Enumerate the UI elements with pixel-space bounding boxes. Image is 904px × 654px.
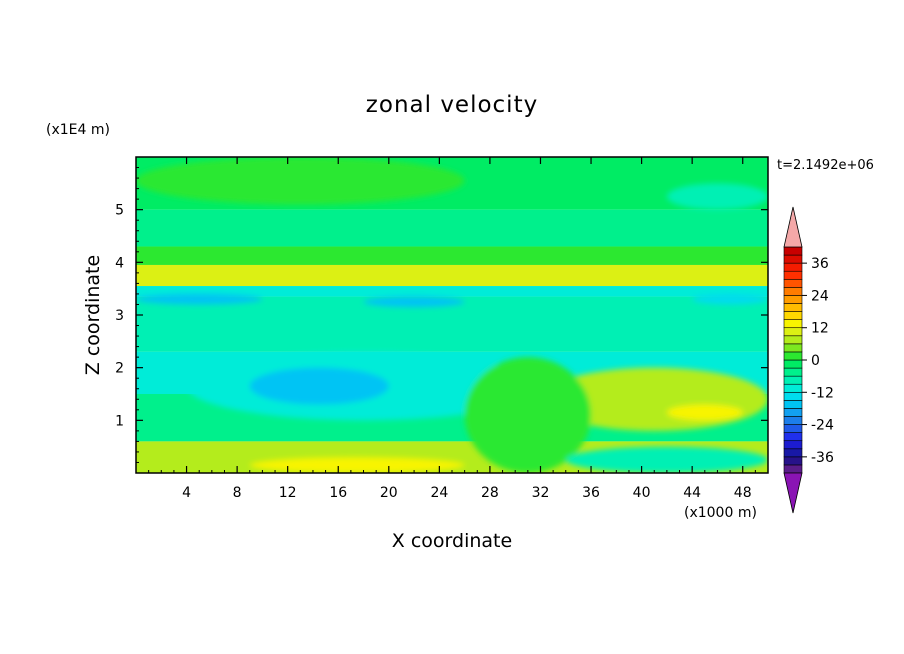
x-tick-label: 4 (182, 485, 191, 501)
x-tick-label: 12 (279, 485, 297, 501)
colorbar-swatch (783, 319, 803, 329)
y-axis-label: Z coordinate (82, 255, 104, 375)
y-tick-label: 4 (115, 255, 124, 271)
x-tick-label: 48 (734, 485, 752, 501)
x-tick-label: 28 (481, 485, 499, 501)
colorbar-swatch (783, 456, 803, 466)
colorbar-swatch (783, 262, 803, 272)
colorbar-swatch (783, 464, 803, 474)
colorbar-over-arrow (783, 206, 803, 248)
feature-green-column (464, 357, 592, 473)
field-band-3 (136, 264, 768, 287)
x-axis-label: X coordinate (392, 530, 512, 552)
colorbar-swatch (783, 359, 803, 369)
colorbar: 36 24 12 0 -12 -24 -36 (783, 206, 834, 514)
field-features (136, 157, 768, 473)
y-tick-label: 3 (115, 308, 124, 324)
colorbar-swatch (783, 270, 803, 280)
x-tick-label: 36 (582, 485, 600, 501)
colorbar-swatch (783, 303, 803, 312)
colorbar-tick-label: 12 (811, 321, 829, 337)
colorbar-tick-label: 24 (811, 288, 829, 304)
x-axis-ticks: 4 8 12 16 20 24 28 32 36 40 44 48 (148, 157, 756, 501)
colorbar-swatch (783, 408, 803, 417)
colorbar-swatch (783, 295, 803, 304)
feature-upper-right-patch (666, 183, 768, 210)
colorbar-swatch (783, 311, 803, 320)
x-unit-label: (x1000 m) (684, 505, 757, 521)
x-tick-label: 8 (233, 485, 242, 501)
colorbar-swatch (783, 351, 803, 361)
colorbar-swatch (783, 400, 803, 409)
colorbar-swatch (783, 278, 803, 288)
feature-blue-streak-mid (363, 296, 465, 308)
field-band-5 (136, 296, 768, 352)
x-tick-label: 40 (633, 485, 651, 501)
plot-area (136, 157, 768, 473)
colorbar-swatch (783, 416, 803, 425)
colorbar-tick-label: -36 (811, 450, 834, 466)
colorbar-swatch (783, 391, 803, 401)
colorbar-swatch (783, 287, 803, 296)
colorbar-tick-label: -24 (811, 418, 834, 434)
y-tick-label: 1 (115, 413, 124, 429)
colorbar-swatch (783, 375, 803, 385)
y-axis-ticks: 1 2 3 4 5 (115, 167, 768, 463)
feature-upper-green-tongue (136, 157, 465, 205)
colorbar-swatch (783, 424, 803, 433)
y-unit-label: (x1E4 m) (46, 122, 110, 138)
x-tick-label: 32 (532, 485, 550, 501)
feature-right-yellow-core (666, 404, 743, 421)
x-tick-label: 44 (683, 485, 701, 501)
colorbar-tick-label: 36 (811, 256, 829, 272)
field-band-4 (136, 286, 768, 297)
colorbar-swatch (783, 448, 803, 458)
field-band-2 (136, 246, 768, 265)
colorbar-swatch (783, 335, 803, 345)
colorbar-swatch (783, 383, 803, 393)
y-tick-label: 5 (115, 203, 124, 219)
x-tick-label: 20 (380, 485, 398, 501)
colorbar-swatch (783, 254, 803, 264)
colorbar-swatch (783, 440, 803, 450)
colorbar-under-arrow (783, 472, 803, 514)
colorbar-tick-label: 0 (811, 353, 820, 369)
feature-bottom-right-cyan (565, 446, 768, 473)
feature-blue-streak-right (692, 293, 768, 305)
x-tick-label: 24 (430, 485, 448, 501)
x-tick-label: 16 (329, 485, 347, 501)
chart-title: zonal velocity (366, 92, 538, 118)
colorbar-swatch (783, 432, 803, 442)
colorbar-swatch (783, 343, 803, 353)
colorbar-swatch (783, 367, 803, 377)
feature-bottom-yellow (249, 457, 465, 473)
time-label: t=2.1492e+06 (777, 158, 874, 173)
colorbar-swatch (783, 246, 803, 256)
colorbar-swatch (783, 327, 803, 337)
feature-blue-core (249, 367, 389, 405)
y-tick-label: 2 (115, 361, 124, 377)
feature-blue-streak-left (136, 293, 263, 305)
field-band-1 (136, 209, 768, 247)
colorbar-tick-label: -12 (811, 385, 834, 401)
